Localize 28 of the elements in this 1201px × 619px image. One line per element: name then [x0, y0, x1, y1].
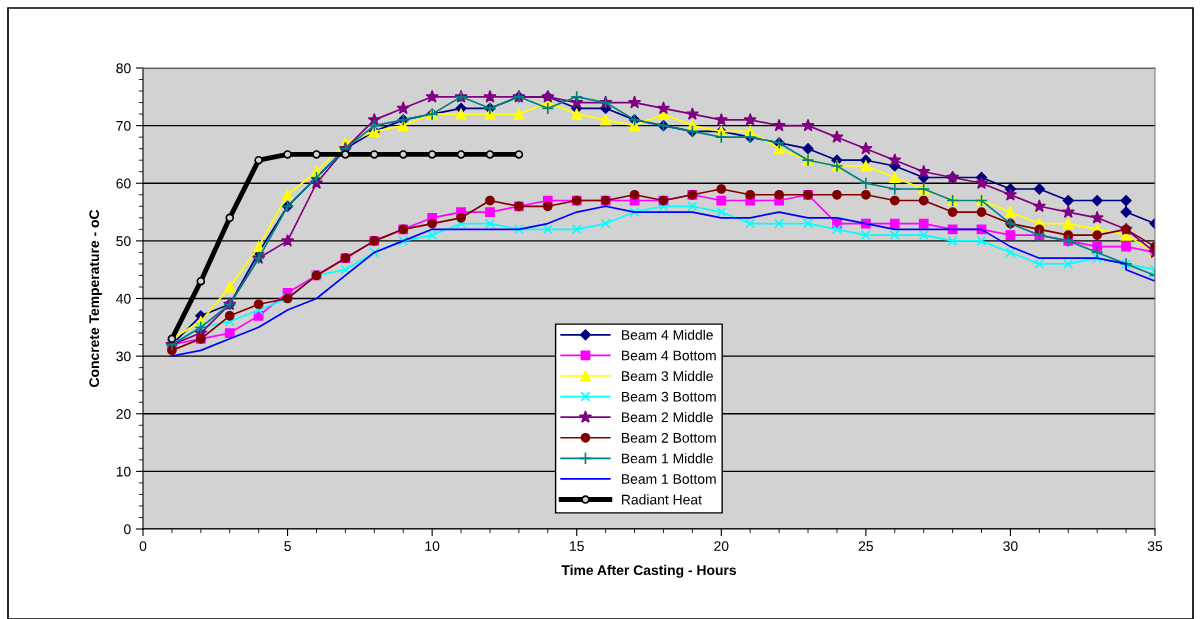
y-tick-label: 80	[116, 63, 131, 74]
legend-label: Beam 3 Bottom	[622, 391, 716, 402]
y-tick-label: 40	[116, 293, 131, 304]
legend-label: Radiant Heat	[622, 494, 702, 505]
y-tick-label: 10	[116, 466, 131, 477]
legend-label: Beam 2 Bottom	[622, 432, 716, 443]
x-tick-label: 15	[570, 541, 584, 552]
y-tick-label: 70	[116, 120, 131, 131]
legend-label: Beam 1 Bottom	[622, 474, 716, 484]
legend-label: Beam 4 Middle	[622, 329, 713, 340]
y-axis-title: Concrete Temperature - oC	[89, 209, 102, 387]
y-tick-label: 50	[116, 236, 131, 247]
legend-label: Beam 2 Middle	[622, 411, 713, 423]
x-tick-label: 5	[284, 541, 291, 552]
x-tick-label: 10	[425, 541, 440, 552]
x-axis-title: Time After Casting - Hours	[561, 564, 737, 578]
x-tick-label: 25	[858, 541, 873, 552]
x-tick-label: 35	[1147, 541, 1163, 552]
legend-label: Beam 1 Middle	[622, 453, 713, 464]
x-tick-label: 0	[139, 541, 147, 552]
x-tick-label: 30	[1003, 541, 1018, 552]
legend-label: Beam 3 Middle	[622, 370, 713, 382]
y-tick-label: 20	[116, 409, 131, 419]
y-tick-label: 0	[124, 524, 131, 535]
legend-label: Beam 4 Bottom	[622, 350, 716, 361]
y-tick-label: 60	[116, 178, 131, 189]
x-tick-label: 20	[714, 541, 729, 552]
y-tick-label: 30	[116, 351, 131, 362]
